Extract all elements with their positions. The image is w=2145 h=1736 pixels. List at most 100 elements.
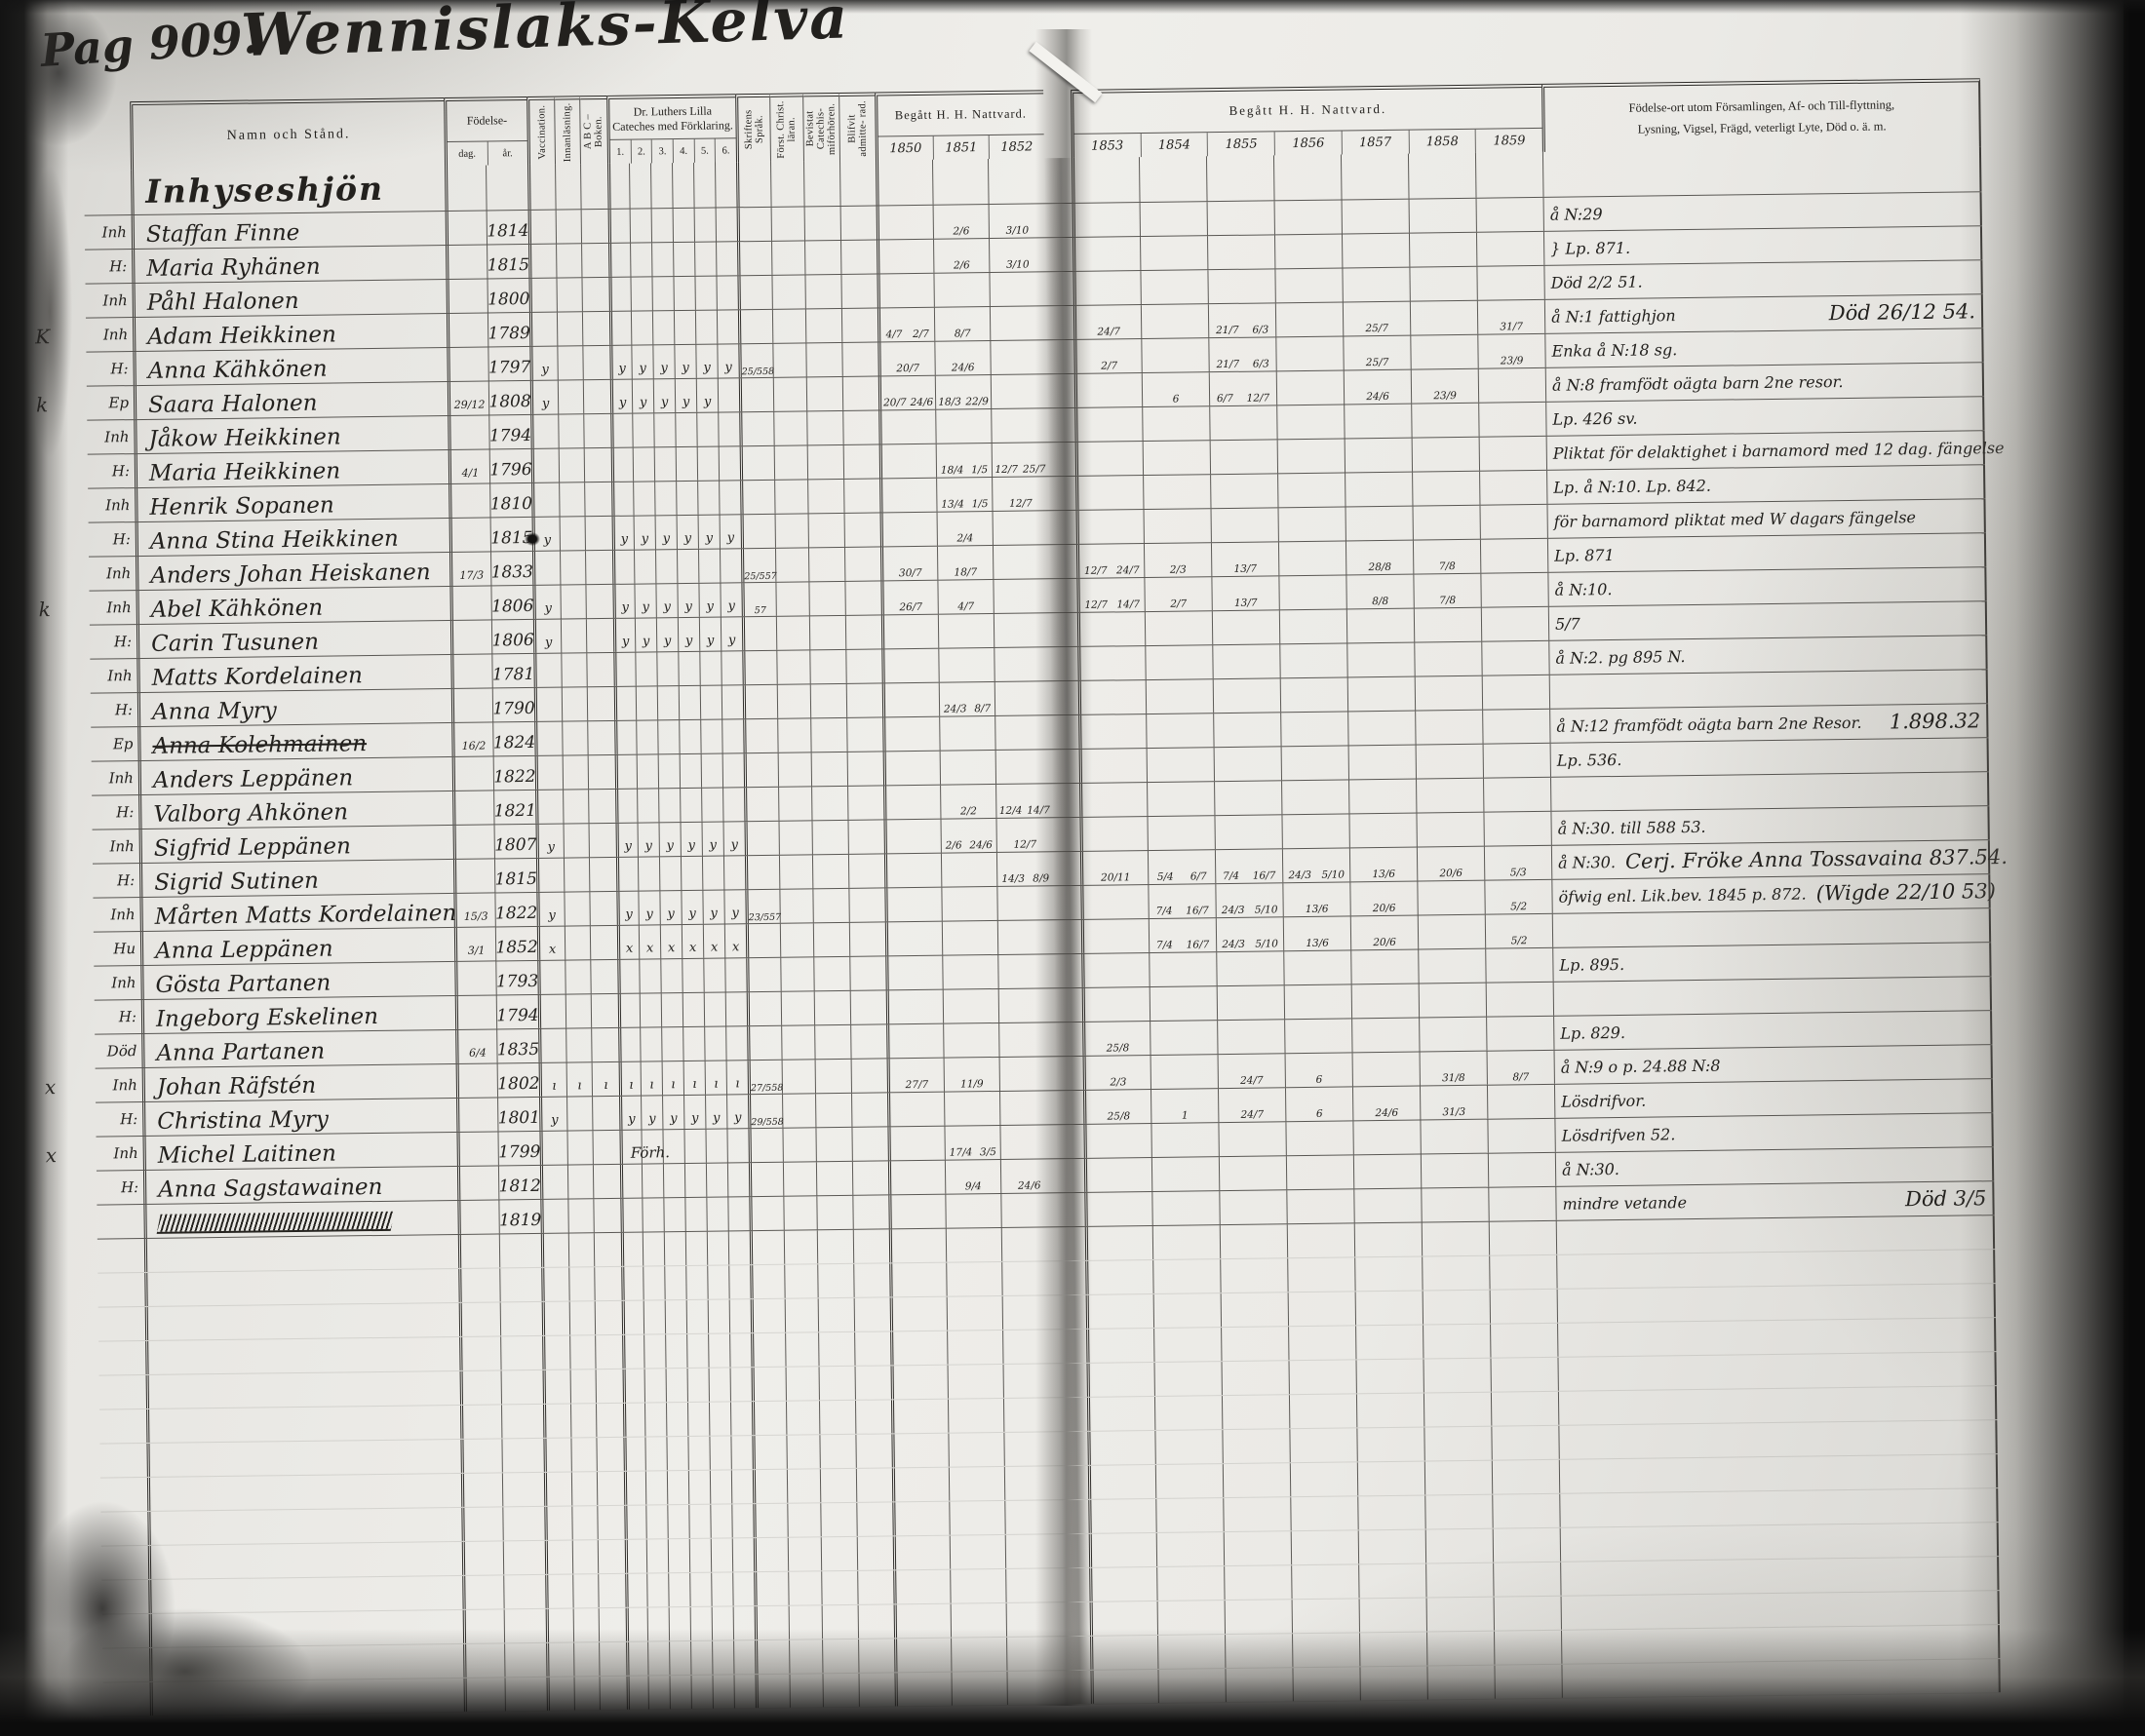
y1856-cell: [1274, 302, 1344, 337]
prefix-cell: Inh: [110, 906, 136, 924]
c3-cell: [667, 1538, 690, 1573]
gutter-cell: [1050, 680, 1079, 715]
y1856-cell: [1276, 405, 1345, 440]
y1854-cell: [1140, 304, 1209, 339]
y1850-cell: [889, 1262, 947, 1297]
y1853-cell: 20/11: [1079, 851, 1149, 885]
skrift-cell: [751, 1367, 786, 1402]
y1853-cell: [1076, 612, 1146, 646]
person-name: Ingeborg Eskelinen: [155, 1003, 379, 1032]
abc-cell: [580, 163, 608, 210]
y1856-cell: [1280, 712, 1348, 747]
name-cell: [145, 1370, 460, 1408]
person-name: Christina Myry: [157, 1106, 330, 1135]
y1850-cell: [881, 648, 939, 683]
c6-cell: [725, 1026, 748, 1061]
bevist-cell: [811, 786, 848, 821]
name-cell: Christina Myry: [142, 1098, 457, 1137]
admit-cell: [850, 1024, 887, 1059]
y1851-cell: 24/6: [934, 341, 991, 375]
year-1856: 1856: [1273, 131, 1342, 156]
inn-cell: [570, 1472, 598, 1506]
check-mark: y: [724, 360, 732, 375]
skrift-cell: [737, 241, 772, 276]
y1856-cell: [1276, 439, 1346, 474]
y1855-cell: 24/7: [1217, 1088, 1286, 1123]
check-mark: y: [544, 600, 553, 616]
c2-cell: [635, 686, 658, 720]
check-mark: y: [541, 362, 549, 377]
bevist-cell: [802, 160, 840, 207]
y1858-cell: [1421, 1187, 1489, 1222]
y1851-cell: [950, 1568, 1006, 1603]
y1857-cell: [1345, 472, 1413, 507]
dag-cell: [449, 620, 492, 654]
illegible-struck-name: [156, 1211, 395, 1234]
christ-cell: [781, 1060, 816, 1094]
name-cell: [147, 1507, 462, 1545]
prefix-cell: H:: [109, 257, 128, 276]
y1852-cell: 3/10: [988, 204, 1045, 239]
remark-cell: [1551, 908, 1992, 947]
y1856-cell: [1288, 1394, 1357, 1429]
c4-cell: [685, 1265, 708, 1300]
c1-cell: x: [616, 925, 640, 959]
prefix-cell: [97, 1205, 143, 1239]
admit-cell: [840, 308, 878, 342]
bevist-cell: [808, 615, 846, 650]
y1856-cell: [1284, 1019, 1352, 1054]
bevist-cell: [819, 1434, 856, 1469]
c4-cell: y: [683, 1095, 706, 1130]
y1859-cell: [1490, 1323, 1558, 1358]
ar-cell: [501, 1472, 545, 1507]
abc-cell: [581, 243, 609, 278]
y1854-cell: 7/4 16/7: [1148, 918, 1217, 953]
gutter-cell: [1044, 203, 1072, 238]
y1851-cell: [938, 647, 994, 682]
y1850-cell: [880, 614, 939, 649]
prefix-cell: Hu: [113, 940, 136, 958]
check-mark: y: [641, 531, 649, 547]
vacc-cell: [527, 210, 557, 244]
y1850-cell: [883, 819, 941, 854]
y1859-cell: [1475, 197, 1543, 232]
y1859-cell: [1493, 1596, 1561, 1631]
c5-cell: [696, 446, 720, 481]
y1857-cell: [1348, 813, 1417, 848]
c1-cell: [614, 754, 638, 789]
remark-cell: [1556, 1250, 1996, 1289]
y1853-cell: 2/7: [1073, 339, 1142, 373]
admit-cell: [853, 1297, 891, 1331]
y1855-cell: 13/7: [1211, 576, 1279, 611]
inn-cell: [571, 1506, 598, 1540]
dag-cell: [449, 586, 491, 620]
prefix-cell: Död: [106, 1042, 137, 1061]
skrift-cell: [742, 684, 778, 719]
name-cell: Johan Räfstén: [141, 1063, 457, 1102]
y1852-cell: [996, 920, 1055, 954]
c4-cell: [688, 1504, 711, 1538]
c3-cell: y: [654, 516, 677, 550]
y1854-cell: [1145, 645, 1213, 680]
c4-cell: [683, 1163, 707, 1198]
remark-cell: öfwig enl. Lik.bev. 1845 p. 872. (Wigde 2…: [1551, 874, 1996, 913]
y1854-cell: [1139, 202, 1207, 237]
y1858-cell: [1408, 232, 1477, 267]
gutter-cell: [1060, 1465, 1089, 1500]
y1855-cell: [1207, 269, 1275, 304]
y1853-cell: [1083, 1158, 1152, 1192]
admit-cell: [852, 1195, 889, 1229]
skrift-cell: [750, 1264, 785, 1299]
y1855-cell: [1218, 1122, 1286, 1157]
check-mark: y: [706, 598, 714, 614]
ar-cell: 1801: [497, 1097, 540, 1132]
skrift-cell: [737, 309, 773, 344]
y1852-cell: [1001, 1261, 1059, 1295]
abc-cell: [597, 1539, 626, 1574]
c1-cell: [624, 1505, 646, 1539]
y1854-cell: [1140, 270, 1208, 305]
bevist-cell: [806, 410, 843, 445]
gutter-cell: [1045, 237, 1073, 272]
y1850-cell: [887, 1126, 945, 1161]
y1858-cell: [1420, 1119, 1488, 1154]
